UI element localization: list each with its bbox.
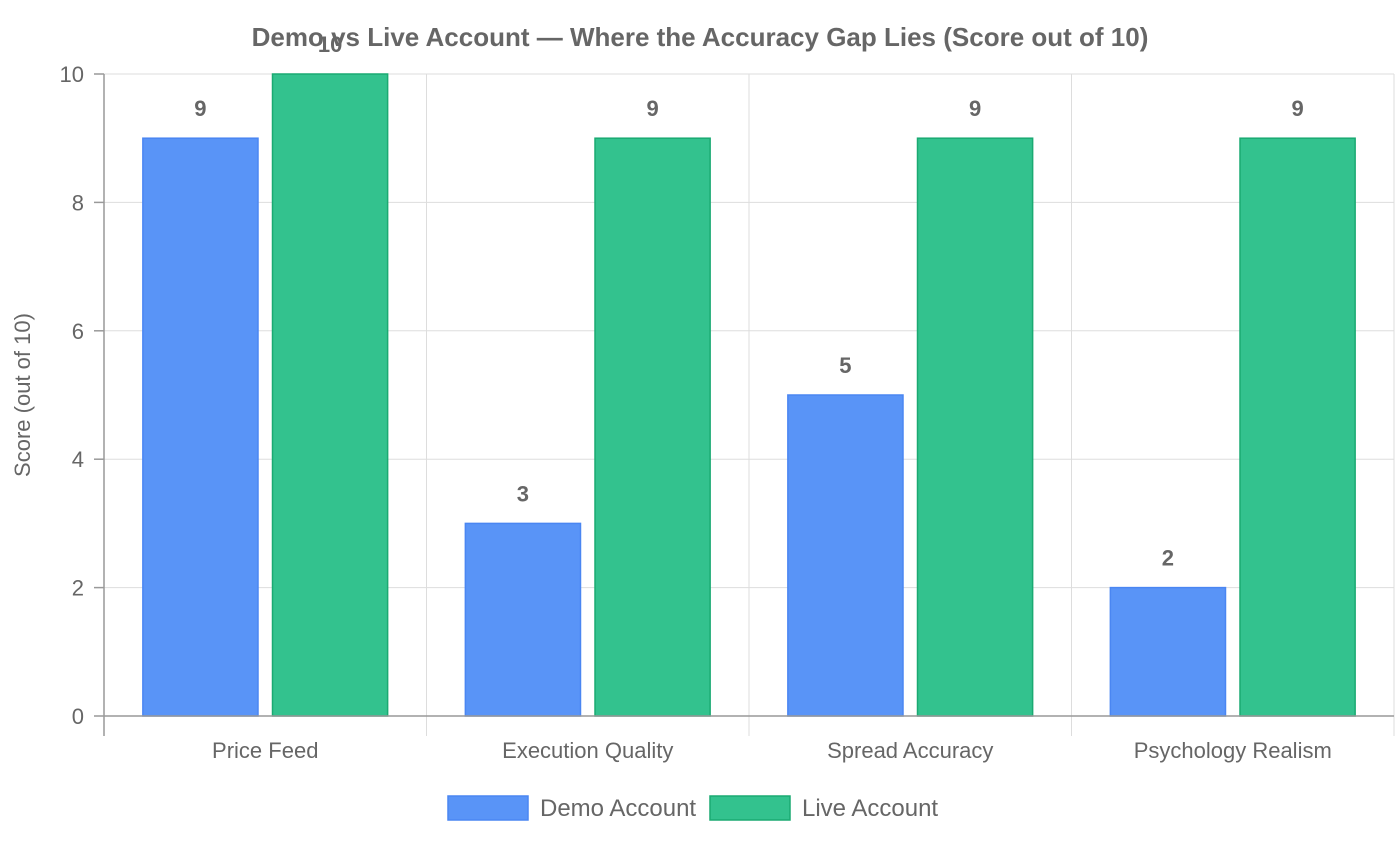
bar-demo-account [1109, 586, 1227, 717]
y-tick-label: 4 [72, 447, 84, 472]
bar-value-label: 9 [646, 96, 658, 121]
bar-value-label: 9 [194, 96, 206, 121]
x-tick-label: Execution Quality [502, 738, 673, 763]
x-tick-label: Spread Accuracy [827, 738, 993, 763]
legend: Demo Account Live Account [447, 795, 938, 822]
bar-demo-account [142, 137, 259, 717]
legend-label: Demo Account [540, 795, 696, 822]
bar-live-account [916, 137, 1034, 717]
bar-demo-account [787, 394, 904, 717]
legend-swatch [447, 795, 529, 821]
bar-value-label: 9 [1291, 96, 1303, 121]
y-tick-label: 2 [72, 576, 84, 601]
x-tick-label: Psychology Realism [1134, 738, 1332, 763]
bar-live-account [1239, 137, 1356, 717]
y-axis-label: Score (out of 10) [10, 313, 35, 477]
chart-title: Demo vs Live Account — Where the Accurac… [252, 22, 1149, 52]
bar-value-label: 2 [1162, 546, 1174, 571]
x-tick-label: Price Feed [212, 738, 318, 763]
bar-demo-account [464, 522, 582, 717]
bar-value-label: 10 [318, 32, 342, 57]
bar-live-account [271, 73, 389, 717]
legend-swatch [709, 795, 791, 821]
axes: 0 2 4 6 8 10 Price Feed Execution Quality Spread… [60, 62, 1394, 763]
bar-value-label: 5 [839, 353, 851, 378]
bar-value-labels: 9 10 3 9 5 9 2 9 [194, 32, 1303, 571]
bars [142, 73, 1356, 717]
y-tick-label: 6 [72, 319, 84, 344]
y-tick-label: 0 [72, 704, 84, 729]
y-tick-label: 8 [72, 190, 84, 215]
bar-value-label: 9 [969, 96, 981, 121]
bar-value-label: 3 [517, 481, 529, 506]
legend-label: Live Account [802, 795, 938, 822]
y-tick-label: 10 [60, 62, 84, 87]
bar-live-account [594, 137, 711, 717]
